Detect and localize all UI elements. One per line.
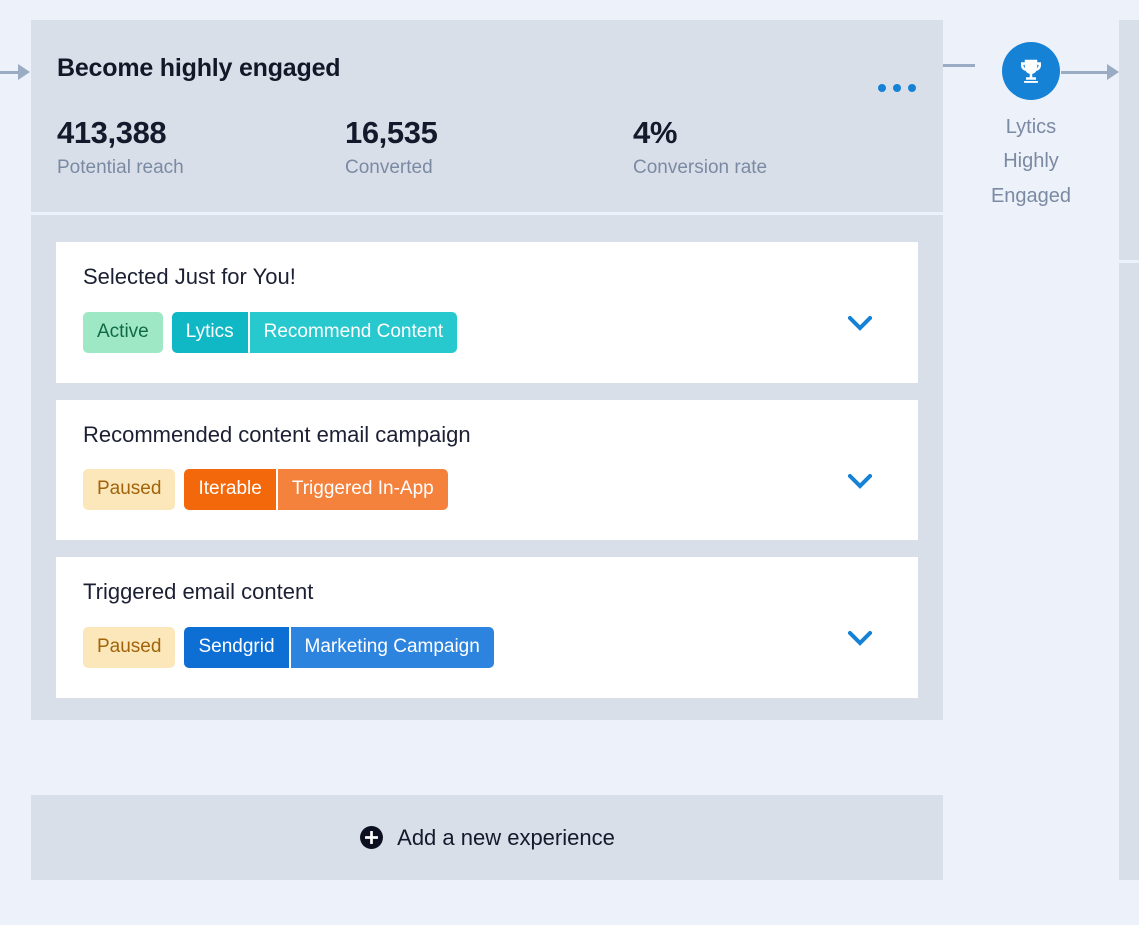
- kebab-menu-icon[interactable]: [878, 84, 916, 92]
- vendor-kind-badge-group: Lytics Recommend Content: [171, 311, 458, 353]
- connector-line: [943, 64, 975, 67]
- metric-label: Potential reach: [57, 156, 184, 178]
- metric-converted: 16,535 Converted: [345, 115, 633, 178]
- experience-card[interactable]: Recommended content email campaign Pause…: [56, 399, 918, 541]
- add-experience-label: Add a new experience: [397, 824, 615, 850]
- metric-value: 413,388: [57, 115, 167, 150]
- experience-card[interactable]: Selected Just for You! Active Lytics Rec…: [56, 242, 918, 383]
- vendor-badge: Sendgrid: [184, 626, 289, 668]
- experience-title: Selected Just for You!: [83, 264, 296, 290]
- kebab-dot: [908, 84, 916, 92]
- experience-kind-badge: Triggered In-App: [277, 469, 448, 511]
- metric-value: 4%: [633, 115, 678, 150]
- experience-list: Selected Just for You! Active Lytics Rec…: [31, 215, 943, 720]
- kebab-dot: [893, 84, 901, 92]
- connector-arrowhead: [1107, 64, 1119, 80]
- connector-line: [0, 70, 18, 74]
- status-badge: Active: [83, 311, 163, 353]
- node-header: Become highly engaged 413,388 Potential …: [31, 20, 943, 213]
- journey-node: Become highly engaged 413,388 Potential …: [31, 20, 943, 720]
- vendor-badge: Lytics: [171, 311, 248, 353]
- goal-label-line: Engaged: [990, 184, 1072, 207]
- goal-label: Lytics Highly Engaged: [975, 110, 1087, 213]
- status-badge: Paused: [83, 469, 176, 511]
- experience-card[interactable]: Triggered email content Paused Sendgrid …: [56, 557, 918, 698]
- status-badge: Paused: [83, 626, 176, 668]
- chevron-down-icon[interactable]: [847, 472, 873, 489]
- connector-arrowhead: [18, 64, 30, 80]
- adjacent-node-header-partial: [1119, 20, 1139, 260]
- goal-node[interactable]: Lytics Highly Engaged: [975, 42, 1087, 213]
- metric-label: Conversion rate: [633, 156, 768, 178]
- node-title: Become highly engaged: [57, 54, 341, 82]
- metric-label: Converted: [345, 156, 433, 178]
- plus-circle-icon: [359, 825, 384, 850]
- chevron-down-icon[interactable]: [847, 315, 873, 332]
- incoming-connector: [0, 64, 30, 80]
- node-metrics: 413,388 Potential reach 16,535 Converted…: [57, 115, 907, 178]
- experience-title: Triggered email content: [83, 579, 314, 605]
- goal-label-line: Lytics: [1005, 116, 1057, 138]
- chevron-down-icon[interactable]: [847, 630, 873, 647]
- experience-tags: Paused Sendgrid Marketing Campaign: [83, 626, 892, 668]
- kebab-dot: [878, 84, 886, 92]
- experience-tags: Active Lytics Recommend Content: [83, 311, 892, 353]
- node-to-goal-connector: [943, 64, 975, 67]
- experience-title: Recommended content email campaign: [83, 421, 471, 447]
- vendor-kind-badge-group: Iterable Triggered In-App: [184, 469, 448, 511]
- goal-label-line: Highly: [1003, 150, 1059, 173]
- trophy-icon: [1002, 42, 1060, 100]
- metric-potential-reach: 413,388 Potential reach: [57, 115, 345, 178]
- experience-kind-badge: Marketing Campaign: [290, 626, 494, 668]
- experience-tags: Paused Iterable Triggered In-App: [83, 469, 892, 511]
- experience-kind-badge: Recommend Content: [249, 311, 458, 353]
- vendor-kind-badge-group: Sendgrid Marketing Campaign: [184, 626, 494, 668]
- vendor-badge: Iterable: [184, 469, 276, 511]
- metric-conversion-rate: 4% Conversion rate: [633, 115, 768, 178]
- add-experience-button[interactable]: Add a new experience: [31, 795, 943, 880]
- metric-value: 16,535: [345, 115, 438, 150]
- adjacent-node-body-partial: [1119, 263, 1139, 880]
